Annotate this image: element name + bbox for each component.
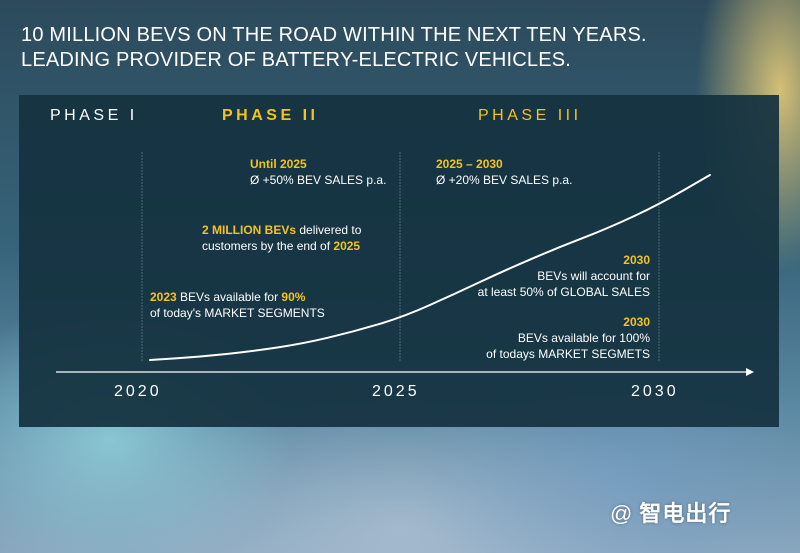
headline: 10 MILLION BEVS ON THE ROAD WITHIN THE N… (21, 23, 647, 73)
watermark-text: 智电出行 (639, 501, 732, 526)
phase-3-label: PHASE III (478, 107, 582, 124)
time-axis-arrow (746, 368, 754, 376)
note-2025-2030-title: 2025 – 2030 (436, 157, 503, 171)
bevs-2023-highlight: 2023 (150, 290, 177, 304)
note-global-2030: 2030 BEVs will account for at least 50% … (478, 252, 650, 300)
watermark-at-icon: @ (610, 501, 634, 526)
phase-1-label: PHASE I (50, 107, 138, 124)
note-segments-2030: 2030 BEVs available for 100% of todays M… (486, 314, 650, 362)
phase-2-label: PHASE II (222, 107, 319, 124)
watermark: @ 智电出行 (610, 496, 731, 528)
year-2025: 2025 (372, 383, 420, 400)
bevs-2023-highlight-b: 90% (281, 290, 306, 304)
headline-line-1: 10 MILLION BEVS ON THE ROAD WITHIN THE N… (21, 24, 647, 46)
note-until-2025: Until 2025 Ø +50% BEV SALES p.a. (250, 156, 386, 188)
global-2030-line-2: at least 50% of GLOBAL SALES (477, 285, 650, 299)
segments-2030-title: 2030 (623, 315, 650, 329)
year-2020: 2020 (114, 383, 162, 400)
note-until-2025-text: Ø +50% BEV SALES p.a. (250, 173, 387, 187)
two-million-highlight-b: 2025 (333, 239, 361, 253)
note-bevs-2023: 2023 BEVs available for 90% of today's M… (150, 289, 325, 321)
note-two-million: 2 MILLION BEVs delivered to customers by… (202, 222, 361, 254)
two-million-highlight: 2 MILLION BEVs (202, 223, 297, 237)
headline-line-2: LEADING PROVIDER OF BATTERY-ELECTRIC VEH… (21, 49, 572, 71)
global-2030-title: 2030 (623, 253, 650, 267)
two-million-text-b: customers by the end of (202, 239, 334, 253)
global-2030-line-1: BEVs will account for (537, 269, 650, 283)
year-2030: 2030 (631, 383, 679, 400)
bevs-2023-text-b: of today's MARKET SEGMENTS (150, 306, 325, 320)
two-million-text-a: delivered to (296, 223, 362, 237)
segments-2030-line-1: BEVs available for 100% (517, 331, 650, 345)
segments-2030-line-2: of todays MARKET SEGMETS (486, 347, 650, 361)
note-2025-2030: 2025 – 2030 Ø +20% BEV SALES p.a. (436, 156, 572, 188)
note-until-2025-title: Until 2025 (250, 157, 307, 171)
bevs-2023-text-a: BEVs available for (176, 290, 282, 304)
growth-curve (149, 174, 711, 361)
note-2025-2030-text: Ø +20% BEV SALES p.a. (436, 173, 573, 187)
